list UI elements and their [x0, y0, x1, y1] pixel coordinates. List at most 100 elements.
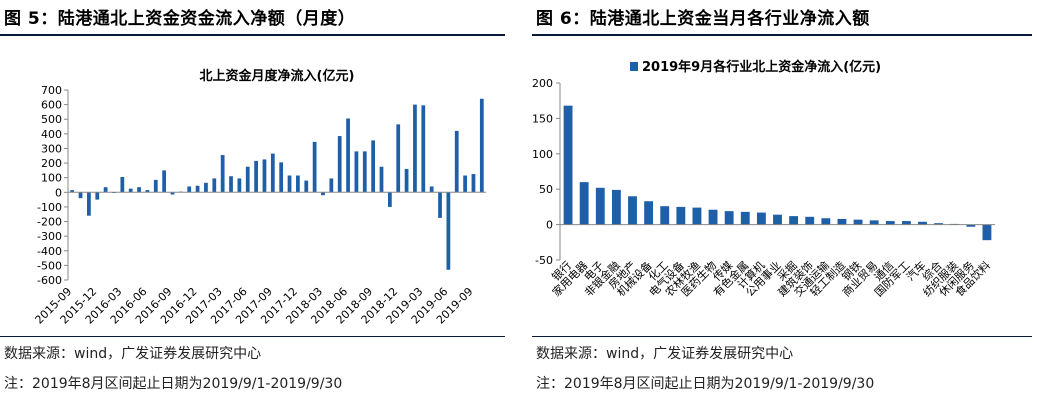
left-bar — [279, 162, 284, 193]
left-bar — [195, 185, 200, 193]
left-bar — [396, 124, 401, 193]
right-bar — [901, 221, 911, 225]
right-bottom-rule — [532, 336, 1032, 337]
right-y-tick-label: 100 — [532, 148, 553, 161]
right-bar — [966, 224, 976, 227]
right-bar — [821, 218, 831, 225]
right-bar — [676, 206, 686, 225]
right-bar — [789, 216, 799, 225]
left-bar — [446, 192, 451, 270]
left-bar — [162, 170, 167, 193]
right-bar — [611, 189, 621, 225]
left-bar — [70, 190, 75, 193]
left-bar — [471, 174, 476, 193]
left-bar — [337, 136, 342, 193]
left-bar — [212, 178, 217, 193]
left-bar — [145, 190, 150, 193]
left-y-tick-label: -200 — [37, 216, 62, 229]
left-chart-title: 北上资金月度净流入(亿元) — [200, 68, 355, 84]
left-bar — [479, 98, 484, 193]
left-bar — [270, 153, 275, 193]
right-bar — [773, 214, 782, 225]
right-legend-label: 2019年9月各行业北上资金净流入(亿元) — [642, 59, 881, 75]
right-y-tick-label: 0 — [546, 219, 553, 232]
right-note: 注：2019年8月区间起止日期为2019/9/1-2019/9/30 — [536, 376, 875, 392]
left-source: 数据来源：wind，广发证券发展研究中心 — [4, 346, 262, 362]
left-bottom-rule — [0, 336, 505, 337]
left-bar — [346, 118, 350, 193]
left-y-tick-label: 700 — [41, 84, 62, 97]
left-figure-title: 图 5：陆港通北上资金资金流入净额（月度） — [4, 9, 356, 29]
left-bar — [454, 130, 459, 193]
left-y-tick-label: 100 — [41, 172, 62, 185]
left-y-tick-label: -300 — [37, 230, 62, 243]
right-bar — [579, 182, 589, 225]
left-panel: 图 5：陆港通北上资金资金流入净额（月度） 北上资金月度净流入(亿元) 700 60… — [0, 0, 518, 404]
left-bar — [153, 179, 158, 193]
right-bar — [724, 211, 734, 225]
left-y-tick-label: 400 — [41, 128, 62, 141]
right-bar — [869, 220, 879, 225]
left-bar — [103, 187, 108, 193]
left-bar — [120, 176, 125, 193]
left-bar — [404, 168, 409, 193]
left-bar — [413, 104, 417, 193]
right-y-tick-label: 50 — [539, 183, 553, 196]
right-bar — [756, 212, 766, 225]
left-bar — [354, 151, 359, 193]
left-y-tick-label: -500 — [37, 259, 62, 272]
left-bar — [87, 192, 91, 216]
left-bar — [296, 175, 300, 193]
right-bar — [708, 209, 718, 225]
right-bar — [918, 221, 927, 225]
left-bar — [287, 175, 292, 193]
right-bar — [595, 187, 605, 225]
right-panel: 图 6：陆港通北上资金当月各行业净流入额 2019年9月各行业北上资金净流入(亿… — [532, 0, 1037, 404]
right-chart: 2019年9月各行业北上资金净流入(亿元)200150100500-50银行家用… — [532, 59, 995, 299]
left-bar — [463, 175, 467, 193]
left-y-tick-label: 500 — [41, 113, 62, 126]
left-bar — [371, 140, 376, 193]
right-bar — [644, 201, 654, 225]
left-bar — [262, 159, 267, 193]
right-y-tick-label: 200 — [532, 77, 553, 90]
left-y-tick-label: -100 — [37, 201, 62, 214]
left-bar — [245, 166, 250, 193]
left-y-tick-label: 200 — [41, 157, 62, 170]
left-bar — [421, 105, 426, 193]
right-figure-title: 图 6：陆港通北上资金当月各行业净流入额 — [536, 9, 870, 29]
right-y-tick-label: 150 — [532, 112, 553, 125]
left-bar — [362, 151, 367, 193]
left-bar — [329, 178, 334, 193]
left-bar — [187, 186, 192, 193]
left-bar — [229, 176, 233, 193]
right-bar — [837, 218, 847, 225]
left-y-tick-label: 0 — [55, 186, 62, 199]
left-bar — [220, 155, 225, 193]
left-bar — [438, 192, 442, 218]
left-bar — [321, 192, 325, 196]
left-bar — [429, 186, 434, 193]
right-bar — [934, 223, 944, 225]
right-bar — [563, 105, 573, 225]
left-y-tick-label: 600 — [41, 99, 62, 112]
right-bar — [982, 224, 992, 241]
right-bar — [628, 196, 637, 225]
left-bar — [254, 160, 258, 193]
left-bar — [170, 192, 175, 195]
left-bar — [78, 192, 83, 199]
right-bar — [660, 206, 670, 225]
left-bar — [379, 166, 384, 193]
right-bar — [805, 216, 815, 225]
left-bar — [204, 182, 208, 193]
right-bar — [740, 211, 750, 225]
left-bar — [237, 178, 242, 193]
left-bar — [387, 192, 392, 207]
left-bar — [304, 180, 309, 193]
left-bar — [312, 141, 317, 193]
right-legend-swatch — [630, 62, 638, 71]
left-bar — [128, 188, 133, 193]
left-y-tick-label: 300 — [41, 142, 62, 155]
left-title-rule — [0, 34, 505, 36]
